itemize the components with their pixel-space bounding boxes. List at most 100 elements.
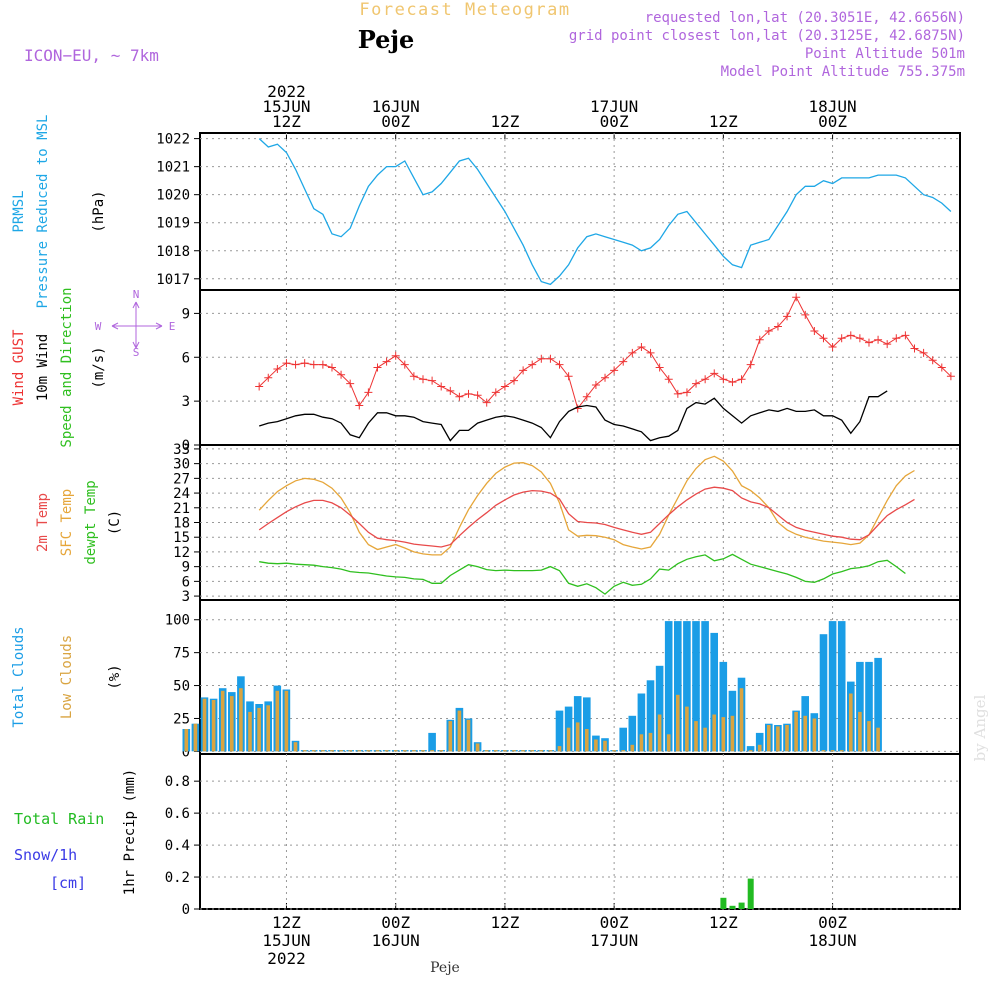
panel-axis-label: Snow/1h xyxy=(14,846,77,864)
low-cloud-bar xyxy=(257,707,261,752)
y-tick-label: 24 xyxy=(173,486,190,502)
total-cloud-bar xyxy=(828,621,837,752)
gust-marker xyxy=(783,312,792,321)
low-cloud-bar xyxy=(530,750,534,752)
bottom-time-label: 16JUN xyxy=(372,931,420,950)
gust-marker xyxy=(500,382,509,391)
y-tick-label: 6 xyxy=(182,574,190,590)
y-tick-label: 1017 xyxy=(156,272,190,288)
panel-axis-label: Pressure Reduced to MSL xyxy=(35,115,51,309)
low-cloud-bar xyxy=(193,723,198,752)
panel-frame xyxy=(199,132,961,291)
low-cloud-bar xyxy=(630,744,635,752)
low-cloud-bar xyxy=(348,750,352,752)
low-cloud-bar xyxy=(384,750,389,752)
gust-marker xyxy=(446,386,455,395)
bottom-time-label: 12Z xyxy=(490,913,519,932)
low-cloud-bar xyxy=(466,719,471,752)
low-cloud-bar xyxy=(421,750,425,752)
location-title: Peje xyxy=(358,25,415,54)
y-tick-label: 1022 xyxy=(156,132,190,148)
low-cloud-bar xyxy=(211,700,216,752)
low-cloud-bar xyxy=(521,750,525,752)
dewpoint-line xyxy=(259,553,906,595)
gust-marker xyxy=(646,348,655,357)
total-cloud-bar xyxy=(628,715,637,752)
gust-marker xyxy=(701,375,710,384)
low-cloud-bar xyxy=(357,750,362,752)
panel-axis-label: SFC Temp xyxy=(59,489,75,556)
gust-marker xyxy=(582,392,591,401)
compass-north: N xyxy=(133,288,140,301)
y-tick-label: 0.4 xyxy=(165,838,190,854)
top-time-label: 00Z xyxy=(381,112,410,131)
total-cloud-bar xyxy=(664,621,673,752)
gust-marker xyxy=(637,343,646,352)
low-cloud-bar xyxy=(312,750,316,752)
gust-line xyxy=(258,296,952,410)
gust-marker xyxy=(264,373,273,382)
y-tick-label: 0 xyxy=(182,902,190,918)
low-cloud-bar xyxy=(757,744,762,752)
total-cloud-bar xyxy=(674,621,682,752)
clouds-panel: 0 25 50 75 100 Total Clouds Low Clouds (%) xyxy=(11,599,961,760)
rain-bar xyxy=(738,902,745,909)
low-cloud-bar xyxy=(321,750,325,752)
gust-marker xyxy=(291,360,300,369)
gust-marker xyxy=(773,322,782,331)
low-cloud-bar xyxy=(830,750,835,752)
y-tick-label: 0.8 xyxy=(165,774,190,790)
low-cloud-bar xyxy=(721,717,726,752)
gust-marker xyxy=(792,293,801,302)
gust-marker xyxy=(801,310,810,319)
low-cloud-bar xyxy=(393,750,398,752)
bottom-time-label: 00Z xyxy=(818,913,847,932)
gust-marker xyxy=(846,331,855,340)
low-cloud-bar xyxy=(694,721,698,752)
total-cloud-bar xyxy=(874,657,882,752)
wind-panel: 0 3 6 9 Wind GUST 10m Wind Speed and Direction… xyxy=(11,287,961,454)
gust-marker xyxy=(327,363,336,372)
meteogram-title: Forecast Meteogram xyxy=(359,0,570,20)
total-cloud-bar xyxy=(683,621,691,752)
gust-marker xyxy=(282,359,291,368)
low-cloud-bar xyxy=(666,734,671,752)
top-time-label: 16JUN xyxy=(372,97,420,116)
low-cloud-bar xyxy=(585,729,589,752)
gust-marker xyxy=(819,334,828,343)
panel-axis-label: (%) xyxy=(107,664,123,689)
gust-marker xyxy=(364,388,373,397)
top-time-label: 2022 xyxy=(267,82,306,101)
low-cloud-bar xyxy=(439,750,443,752)
y-tick-label: 30 xyxy=(173,457,190,473)
total-cloud-bar xyxy=(710,632,718,752)
gust-marker xyxy=(355,401,364,410)
gust-marker xyxy=(764,326,773,335)
low-cloud-bar xyxy=(858,711,862,752)
top-time-label: 15JUN xyxy=(262,97,310,116)
sfc-temp-line xyxy=(258,455,915,556)
top-time-label: 12Z xyxy=(490,112,519,131)
compass-west: W xyxy=(95,320,102,333)
gust-marker xyxy=(418,375,427,384)
gust-marker xyxy=(273,364,282,373)
gust-marker xyxy=(946,372,955,381)
low-cloud-bar xyxy=(457,710,462,752)
gust-marker xyxy=(555,360,564,369)
gust-marker xyxy=(473,391,482,400)
gust-marker xyxy=(755,335,764,344)
point-altitude: Point Altitude 501m xyxy=(805,46,965,62)
low-cloud-bar xyxy=(239,688,243,752)
total-cloud-bar xyxy=(692,621,700,752)
low-cloud-bar xyxy=(776,726,780,752)
gust-marker xyxy=(664,375,673,384)
gust-marker xyxy=(309,360,318,369)
y-tick-label: 1021 xyxy=(156,160,190,176)
gust-marker xyxy=(883,340,892,349)
gust-marker xyxy=(728,378,737,387)
bottom-time-label: 17JUN xyxy=(590,931,638,950)
total-cloud-bar xyxy=(428,732,436,752)
total-cloud-bar xyxy=(583,697,591,752)
top-time-label: 12Z xyxy=(272,112,301,131)
y-tick-label: 1020 xyxy=(156,188,190,204)
